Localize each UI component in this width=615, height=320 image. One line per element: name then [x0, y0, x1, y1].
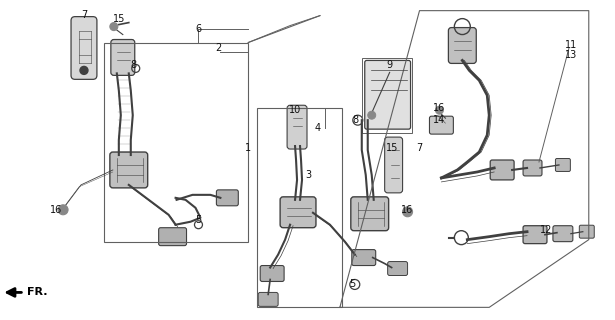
FancyBboxPatch shape [111, 40, 135, 76]
FancyBboxPatch shape [260, 266, 284, 282]
FancyBboxPatch shape [387, 261, 408, 276]
FancyBboxPatch shape [110, 152, 148, 188]
FancyBboxPatch shape [523, 226, 547, 244]
FancyBboxPatch shape [384, 137, 403, 193]
Circle shape [80, 67, 88, 74]
Text: 14: 14 [434, 115, 445, 125]
FancyBboxPatch shape [287, 105, 307, 149]
Text: 1: 1 [245, 143, 252, 153]
FancyBboxPatch shape [216, 190, 238, 206]
FancyBboxPatch shape [490, 160, 514, 180]
FancyBboxPatch shape [553, 226, 573, 242]
Circle shape [435, 106, 443, 114]
Circle shape [403, 207, 413, 217]
Text: 13: 13 [565, 51, 577, 60]
Text: 9: 9 [387, 60, 393, 70]
Text: 15: 15 [386, 143, 399, 153]
Text: 16: 16 [434, 103, 445, 113]
FancyBboxPatch shape [159, 228, 186, 246]
FancyBboxPatch shape [365, 60, 411, 129]
Text: FR.: FR. [27, 287, 48, 297]
Bar [257, 108, 342, 307]
Text: 10: 10 [289, 105, 301, 115]
Text: 8: 8 [353, 115, 359, 125]
Circle shape [110, 23, 118, 31]
Text: 5: 5 [196, 215, 202, 225]
Text: 7: 7 [81, 10, 87, 20]
FancyBboxPatch shape [429, 116, 453, 134]
Text: 16: 16 [50, 205, 62, 215]
Text: 8: 8 [131, 60, 137, 70]
FancyBboxPatch shape [523, 160, 542, 176]
Text: 7: 7 [416, 143, 423, 153]
Circle shape [58, 205, 68, 215]
FancyBboxPatch shape [258, 292, 278, 306]
Circle shape [368, 111, 376, 119]
FancyBboxPatch shape [280, 197, 316, 228]
Text: 5: 5 [350, 279, 356, 290]
FancyBboxPatch shape [71, 17, 97, 79]
FancyBboxPatch shape [352, 250, 376, 266]
FancyBboxPatch shape [555, 158, 570, 172]
Text: 15: 15 [113, 14, 125, 24]
Text: 3: 3 [305, 170, 311, 180]
Text: 11: 11 [565, 41, 577, 51]
Text: 12: 12 [540, 225, 552, 235]
Bar [104, 43, 248, 242]
Bar [362, 59, 411, 133]
FancyBboxPatch shape [448, 28, 476, 63]
Text: 6: 6 [196, 24, 202, 34]
Text: 16: 16 [402, 205, 414, 215]
FancyBboxPatch shape [351, 197, 389, 231]
FancyBboxPatch shape [579, 225, 594, 238]
Text: 2: 2 [215, 44, 221, 53]
Text: 4: 4 [315, 123, 321, 133]
